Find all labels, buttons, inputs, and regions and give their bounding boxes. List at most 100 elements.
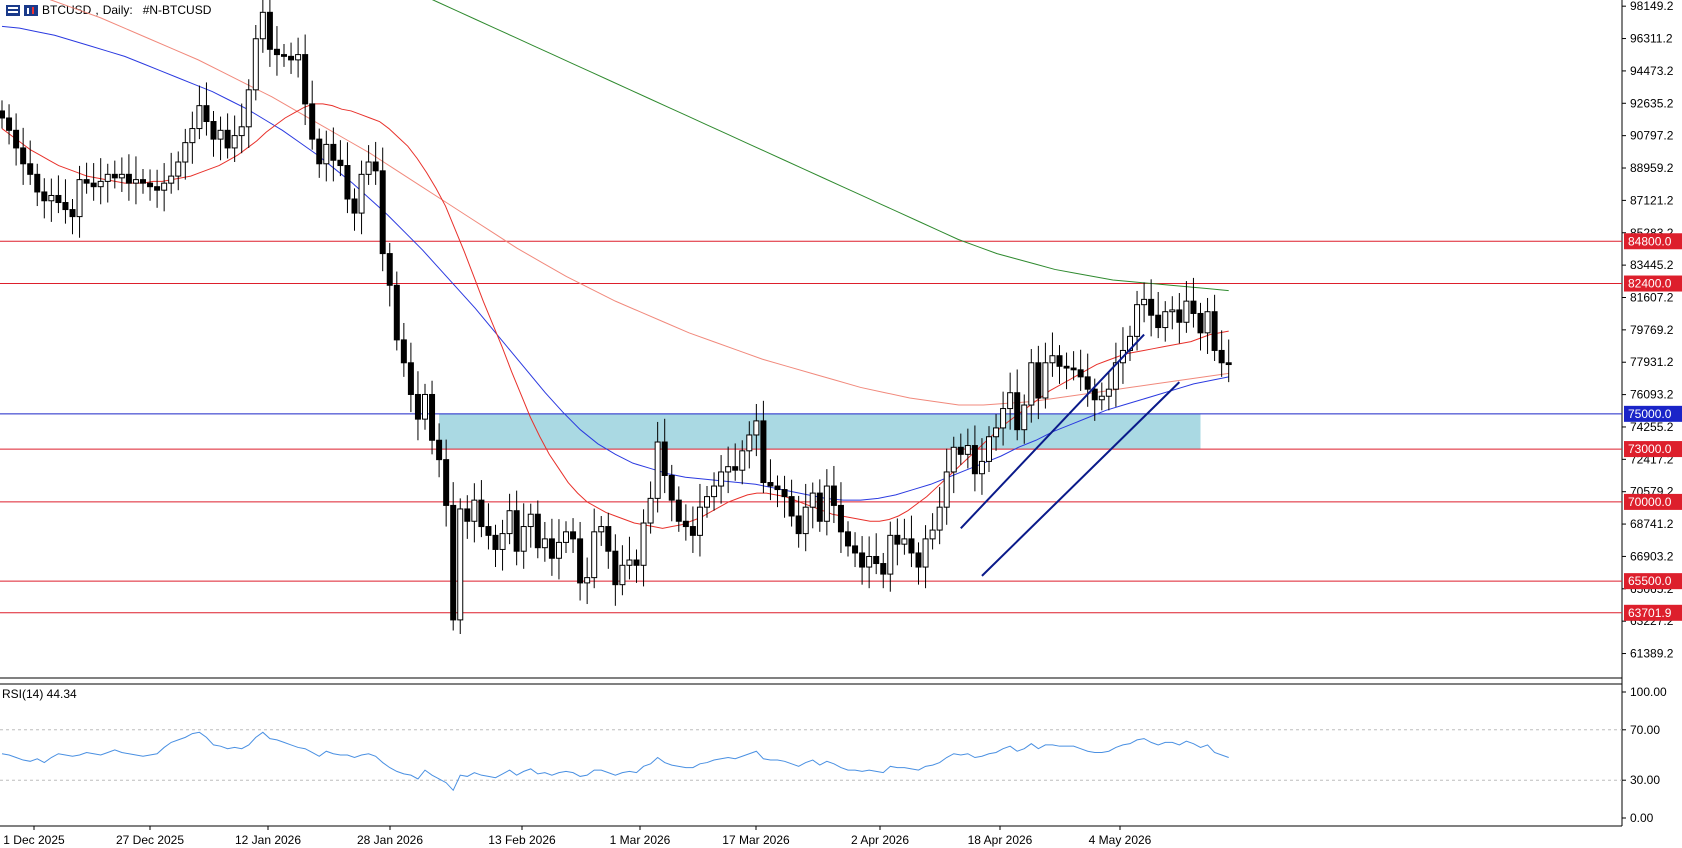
candle-body bbox=[950, 446, 957, 473]
candle-body bbox=[704, 496, 710, 508]
candle-body bbox=[288, 55, 295, 61]
candle-body bbox=[619, 564, 626, 586]
candle-body bbox=[675, 499, 682, 522]
candle-body bbox=[901, 538, 908, 545]
rsi-tick-label: 0.00 bbox=[1630, 811, 1654, 825]
candle-body bbox=[90, 182, 97, 188]
candle-body bbox=[577, 538, 584, 584]
candle-body bbox=[231, 135, 238, 149]
candle-body bbox=[48, 194, 55, 202]
timeframe-label: Daily: bbox=[102, 3, 133, 17]
ma-green-line bbox=[431, 0, 1229, 292]
time-tick-label: 2 Apr 2026 bbox=[851, 833, 909, 847]
candle-body bbox=[1035, 362, 1042, 399]
candle-body bbox=[978, 460, 985, 475]
candle-body bbox=[485, 526, 492, 536]
candle-body bbox=[1042, 362, 1049, 399]
candle-body bbox=[457, 508, 464, 621]
candle-body bbox=[69, 209, 76, 218]
rsi-tick-label: 30.00 bbox=[1630, 773, 1660, 787]
candle-body bbox=[1028, 362, 1035, 406]
candle-body bbox=[407, 362, 414, 395]
candle-body bbox=[718, 471, 725, 487]
candle-body bbox=[372, 161, 379, 172]
candle-body bbox=[471, 499, 478, 522]
candle-body bbox=[27, 163, 34, 175]
candle-body bbox=[1176, 309, 1183, 323]
candle-body bbox=[823, 485, 830, 522]
candle-body bbox=[661, 441, 668, 476]
candle-body bbox=[732, 466, 739, 471]
candle-body bbox=[118, 173, 125, 179]
candle-body bbox=[210, 121, 217, 140]
candle-body bbox=[682, 520, 689, 528]
candle-body bbox=[1105, 388, 1112, 397]
price-tick-label: 66903.2 bbox=[1630, 549, 1674, 563]
level-label-bg bbox=[1624, 573, 1682, 590]
rsi-tick-label: 100.00 bbox=[1630, 685, 1667, 699]
candle-body bbox=[1134, 304, 1141, 337]
candle-body bbox=[175, 161, 182, 177]
candle-body bbox=[866, 555, 873, 568]
rsi-line bbox=[1, 731, 1229, 792]
candle-body bbox=[196, 105, 203, 130]
candle-body bbox=[894, 534, 901, 545]
candle-body bbox=[358, 173, 365, 214]
candle-body bbox=[986, 436, 992, 462]
level-label-bg bbox=[1624, 405, 1682, 422]
price-tick-label: 81607.2 bbox=[1630, 290, 1674, 304]
chart-icon[interactable] bbox=[24, 4, 38, 16]
time-tick-label: 18 Apr 2026 bbox=[968, 833, 1033, 847]
candle-body bbox=[34, 173, 41, 193]
candle-body bbox=[915, 552, 922, 568]
level-label-bg bbox=[1624, 493, 1682, 510]
candle-body bbox=[238, 126, 245, 137]
candle-body bbox=[527, 513, 534, 528]
candle-body bbox=[436, 439, 443, 461]
candle-body bbox=[964, 445, 971, 455]
candle-body bbox=[400, 339, 407, 364]
candle-body bbox=[1204, 311, 1211, 334]
candle-body bbox=[1112, 362, 1119, 390]
candle-body bbox=[584, 577, 591, 584]
candle-body bbox=[499, 533, 506, 550]
candle-body bbox=[464, 508, 471, 522]
candle-body bbox=[55, 194, 62, 204]
candle-body bbox=[788, 496, 795, 517]
price-tick-label: 96311.2 bbox=[1630, 32, 1673, 46]
price-tick-label: 90797.2 bbox=[1630, 129, 1674, 143]
candle-body bbox=[548, 538, 555, 559]
candle-body bbox=[295, 54, 302, 61]
candle-body bbox=[802, 506, 809, 535]
level-label: 65500.0 bbox=[1628, 574, 1672, 588]
time-tick-label: 17 Mar 2026 bbox=[722, 833, 790, 847]
level-label-bg bbox=[1624, 441, 1682, 458]
candle-body bbox=[922, 538, 929, 568]
level-label-bg bbox=[1624, 233, 1682, 250]
candle-body bbox=[1218, 349, 1225, 364]
candle-body bbox=[852, 545, 859, 554]
time-tick-label: 13 Feb 2026 bbox=[488, 833, 556, 847]
price-tick-label: 87121.2 bbox=[1630, 193, 1674, 207]
candle-body bbox=[1225, 362, 1232, 366]
candle-body bbox=[443, 459, 450, 506]
candle-body bbox=[943, 471, 950, 508]
description-label: #N-BTCUSD bbox=[142, 3, 212, 17]
candle-body bbox=[1007, 392, 1014, 410]
candle-body bbox=[386, 253, 393, 286]
candle-body bbox=[795, 515, 802, 535]
candle-body bbox=[393, 284, 400, 341]
candle-body bbox=[1183, 300, 1190, 323]
candle-body bbox=[880, 563, 887, 575]
candle-body bbox=[1169, 309, 1176, 313]
candle-body bbox=[739, 450, 746, 471]
level-label-bg bbox=[1624, 275, 1682, 292]
candle-body bbox=[302, 54, 309, 105]
price-tick-label: 68741.2 bbox=[1630, 517, 1674, 531]
candle-body bbox=[647, 497, 654, 524]
candle-body bbox=[266, 11, 273, 50]
candle-body bbox=[837, 504, 844, 533]
channel-lower-line bbox=[981, 381, 1181, 577]
grid-menu-icon[interactable] bbox=[6, 4, 20, 16]
